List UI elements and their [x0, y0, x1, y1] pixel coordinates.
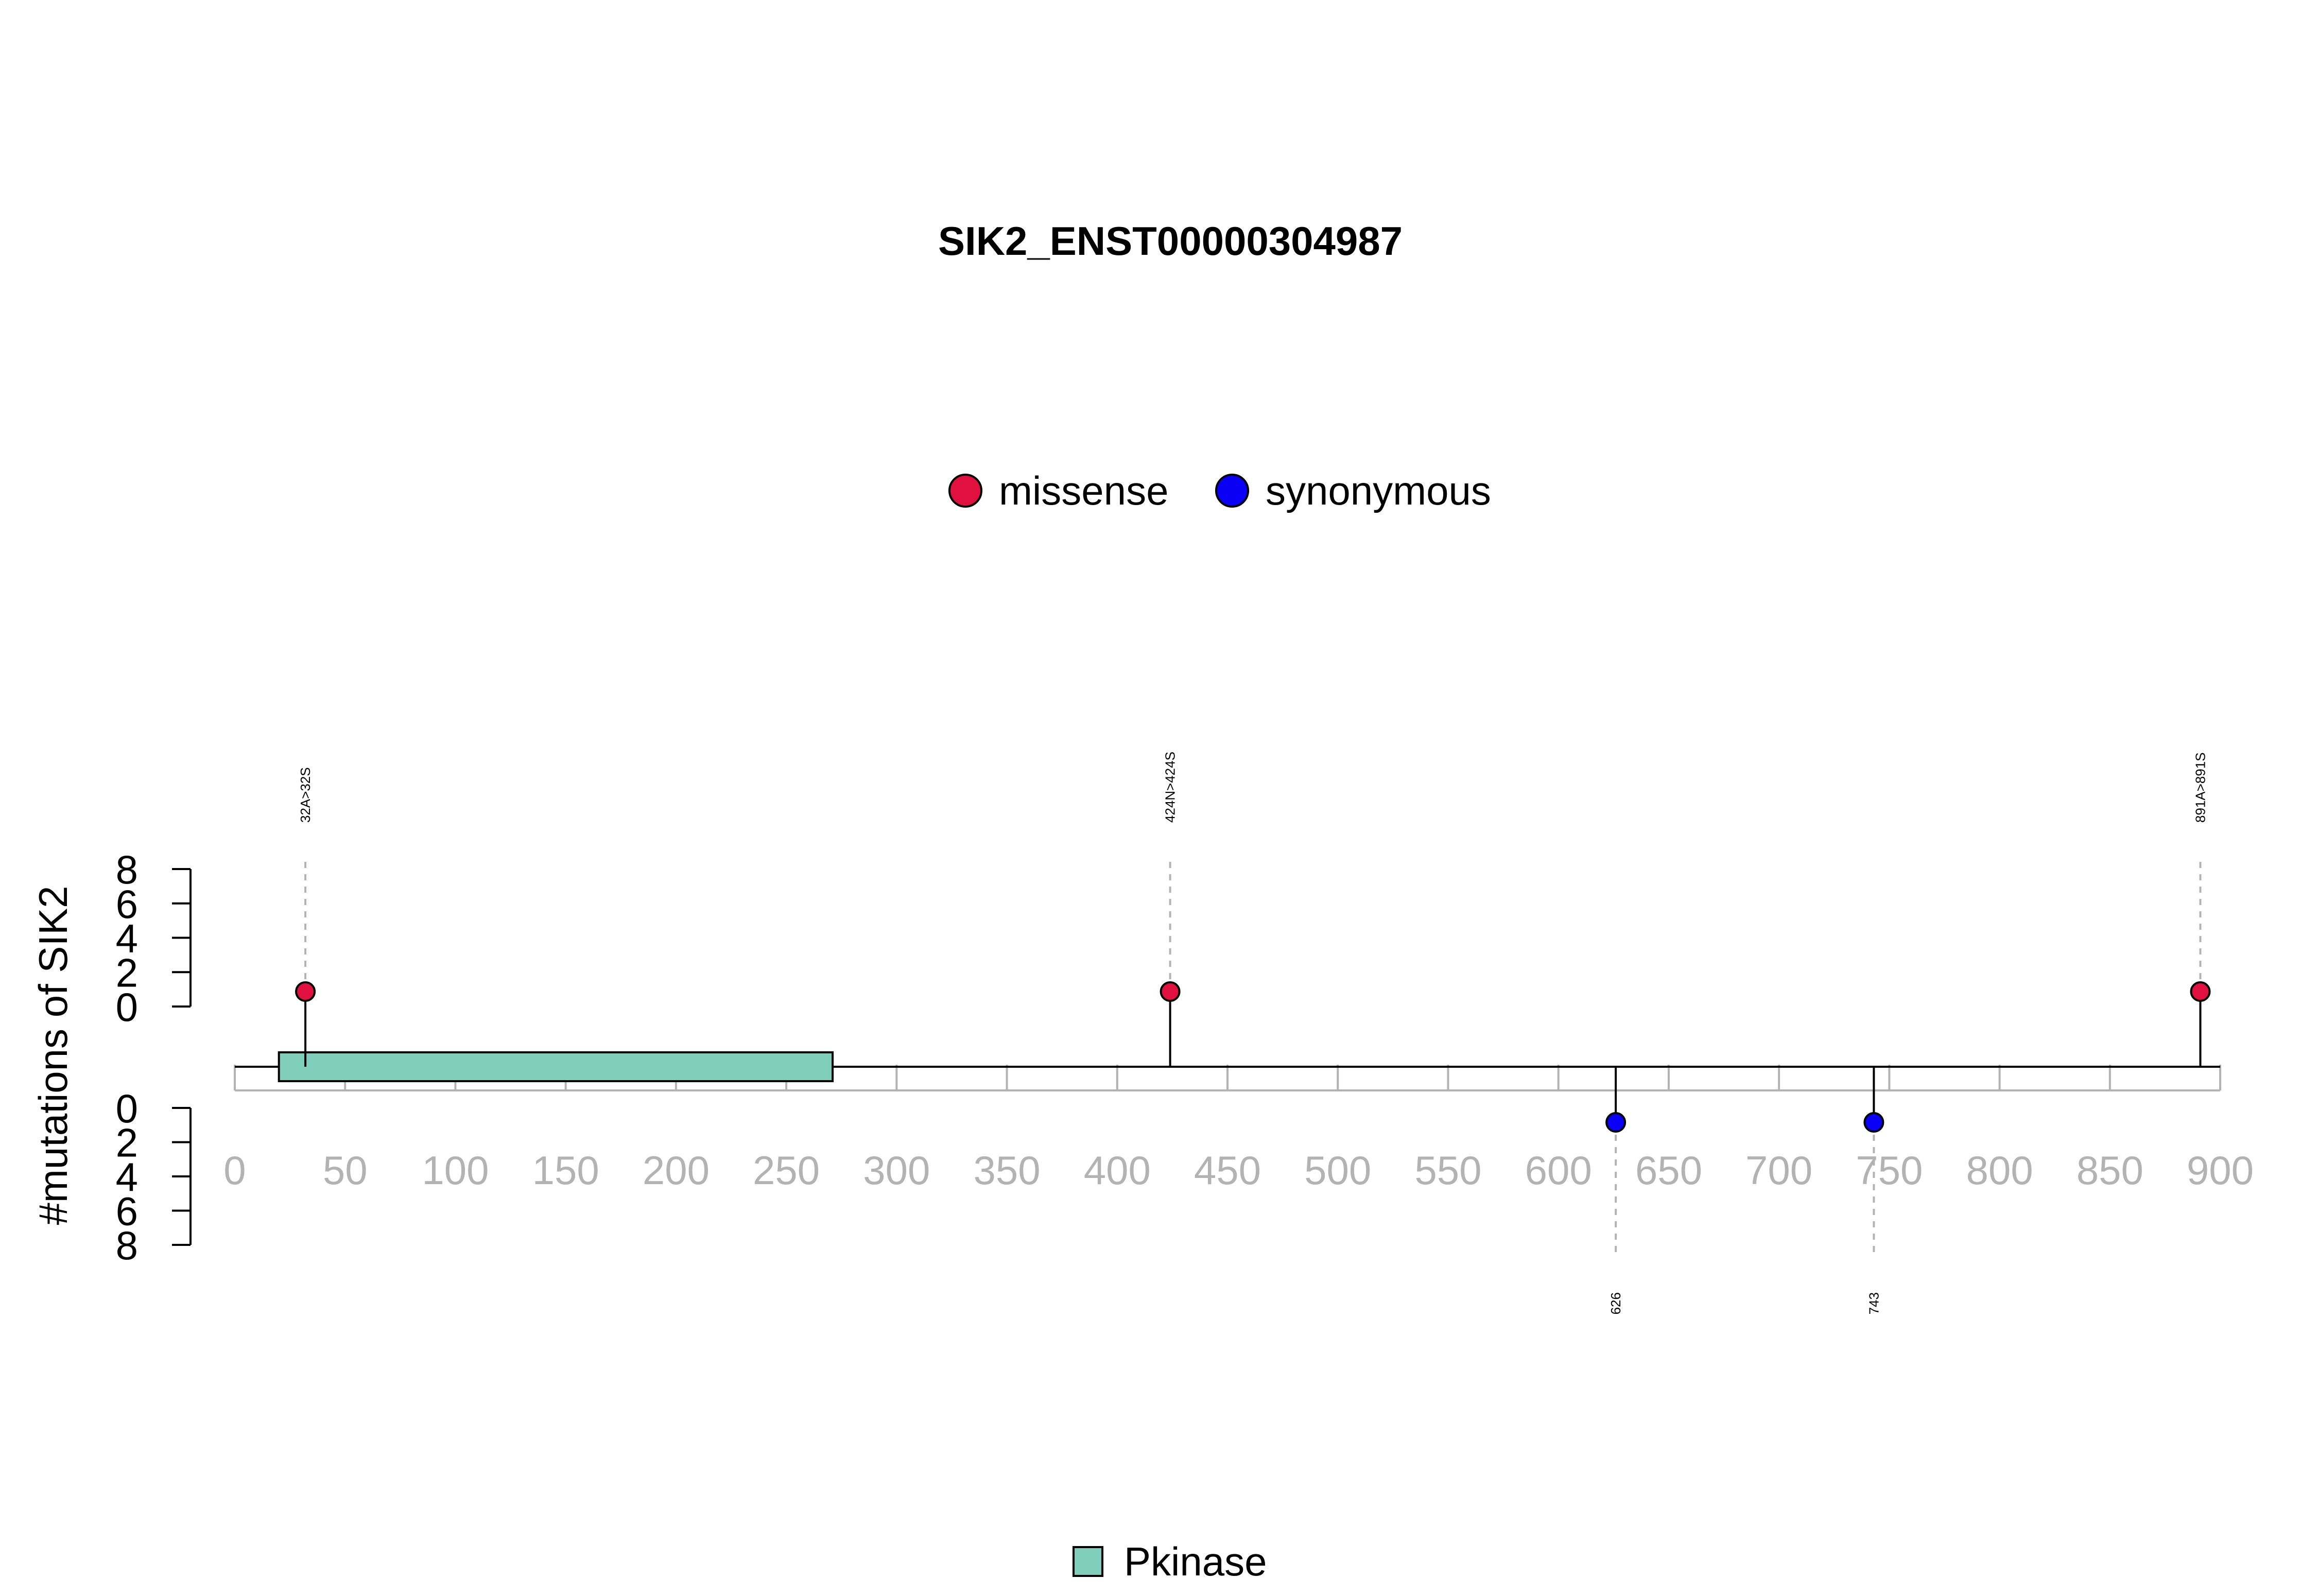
- x-tick-label: 500: [1304, 1148, 1371, 1193]
- mutation-32A>32S: 32A>32S: [295, 767, 316, 1067]
- mutation-dot: [2190, 981, 2211, 1002]
- legend-item-synonymous: synonymous: [1215, 468, 1491, 513]
- domain-legend-swatch: [1073, 1546, 1103, 1577]
- y-tick-label-upper: 2: [116, 950, 138, 995]
- x-tick-label: 100: [422, 1148, 489, 1193]
- legend-label-missense: missense: [999, 468, 1168, 513]
- x-tick-label: 450: [1194, 1148, 1261, 1193]
- x-tick-label: 400: [1084, 1148, 1151, 1193]
- mutation-label: 891A>891S: [2192, 752, 2208, 823]
- y-tick-label-upper: 6: [116, 881, 138, 927]
- domain-legend: Pkinase: [1073, 1539, 1267, 1584]
- domain-Pkinase: [278, 1051, 834, 1082]
- domain-legend-label: Pkinase: [1124, 1539, 1267, 1584]
- mutation-label: 424N>424S: [1163, 752, 1178, 823]
- mutation-label: 32A>32S: [298, 767, 313, 823]
- legend: missense synonymous: [948, 468, 1491, 513]
- legend-marker-synonymous: [1215, 474, 1249, 508]
- x-tick-label: 750: [1856, 1148, 1923, 1193]
- x-tick-label: 350: [973, 1148, 1040, 1193]
- mutation-dot: [295, 981, 316, 1002]
- x-tick-label: 650: [1635, 1148, 1702, 1193]
- protein-domains: [278, 1051, 834, 1082]
- mutation-626: 626: [1605, 1067, 1627, 1314]
- y-axis-label: #mutations of SIK2: [30, 886, 76, 1225]
- x-tick-label: 700: [1745, 1148, 1812, 1193]
- x-tick-label: 900: [2187, 1148, 2254, 1193]
- chart-title: SIK2_ENST00000304987: [938, 218, 1403, 264]
- legend-marker-missense: [948, 474, 982, 508]
- legend-item-missense: missense: [948, 468, 1168, 513]
- x-tick-label: 250: [753, 1148, 820, 1193]
- mutation-dot: [1605, 1112, 1627, 1133]
- x-tick-label: 800: [1966, 1148, 2033, 1193]
- y-tick-label-lower: 6: [116, 1189, 138, 1234]
- y-tick-label-upper: 4: [116, 916, 138, 961]
- legend-label-synonymous: synonymous: [1266, 468, 1491, 513]
- domain-legend-item-Pkinase: Pkinase: [1073, 1539, 1267, 1584]
- mutation-label: 743: [1866, 1292, 1881, 1314]
- mutation-424N>424S: 424N>424S: [1160, 752, 1181, 1067]
- x-axis: 0 50 100 150 200 250 300 350 400 450 500 550 600 650 7…: [223, 1065, 2254, 1193]
- mutation-dot: [1160, 981, 1181, 1002]
- x-tick-label: 200: [643, 1148, 710, 1193]
- y-tick-label-lower: 8: [116, 1223, 138, 1268]
- x-tick-label: 50: [323, 1148, 368, 1193]
- x-tick-label: 300: [863, 1148, 930, 1193]
- mutation-743: 743: [1863, 1067, 1884, 1314]
- x-tick-label: 0: [223, 1148, 246, 1193]
- y-tick-label-lower: 0: [116, 1086, 138, 1131]
- mutation-891A>891S: 891A>891S: [2190, 752, 2211, 1067]
- x-tick-label: 150: [532, 1148, 599, 1193]
- mutation-dot: [1863, 1112, 1884, 1133]
- x-tick-label: 850: [2077, 1148, 2143, 1193]
- mutation-label: 626: [1608, 1292, 1623, 1314]
- y-tick-label-upper: 0: [116, 984, 138, 1030]
- x-tick-label: 550: [1414, 1148, 1481, 1193]
- x-tick-label: 600: [1525, 1148, 1592, 1193]
- y-tick-label-lower: 4: [116, 1154, 138, 1200]
- y-tick-label-lower: 2: [116, 1120, 138, 1166]
- y-tick-label-upper: 8: [116, 847, 138, 892]
- mutation-lollipops: 32A>32S 424N>424S 891A>891S 626 743: [295, 752, 2211, 1314]
